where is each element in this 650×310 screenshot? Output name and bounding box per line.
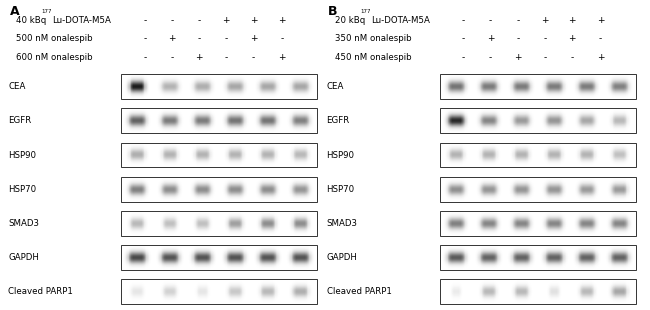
Bar — [121, 108, 317, 133]
Text: -: - — [144, 34, 147, 43]
Bar — [121, 211, 317, 236]
Text: CEA: CEA — [326, 82, 344, 91]
Text: -: - — [170, 53, 174, 62]
Text: 177: 177 — [42, 9, 52, 14]
Text: 450 nM onalespib: 450 nM onalespib — [335, 53, 411, 62]
Text: A: A — [10, 5, 20, 18]
Text: 20 kBq: 20 kBq — [335, 16, 367, 25]
Text: -: - — [198, 34, 201, 43]
Bar — [439, 245, 636, 270]
Text: -: - — [516, 16, 519, 25]
Text: +: + — [278, 16, 286, 25]
Text: 500 nM onalespib: 500 nM onalespib — [16, 34, 93, 43]
Text: +: + — [250, 34, 257, 43]
Text: EGFR: EGFR — [326, 116, 350, 126]
Bar — [439, 74, 636, 99]
Bar — [121, 143, 317, 167]
Text: -: - — [570, 53, 573, 62]
Bar — [121, 74, 317, 99]
Text: -: - — [599, 34, 602, 43]
Text: HSP70: HSP70 — [326, 184, 355, 194]
Text: -: - — [489, 16, 492, 25]
Text: +: + — [568, 16, 576, 25]
Text: +: + — [278, 53, 286, 62]
Bar — [121, 108, 317, 133]
Text: -: - — [462, 34, 465, 43]
Bar — [439, 108, 636, 133]
Text: -: - — [543, 53, 547, 62]
Text: HSP70: HSP70 — [8, 184, 36, 194]
Text: HSP90: HSP90 — [326, 150, 355, 160]
Bar — [439, 143, 636, 167]
Text: +: + — [222, 16, 230, 25]
Text: +: + — [514, 53, 521, 62]
Text: -: - — [198, 16, 201, 25]
Text: -: - — [462, 53, 465, 62]
Text: Cleaved PARP1: Cleaved PARP1 — [326, 287, 391, 296]
Bar — [439, 74, 636, 99]
Text: -: - — [170, 16, 174, 25]
Text: -: - — [144, 53, 147, 62]
Text: +: + — [168, 34, 176, 43]
Text: +: + — [597, 16, 604, 25]
Text: -: - — [489, 53, 492, 62]
Bar — [121, 279, 317, 304]
Text: 177: 177 — [360, 9, 370, 14]
Text: +: + — [250, 16, 257, 25]
Bar — [439, 279, 636, 304]
Text: HSP90: HSP90 — [8, 150, 36, 160]
Text: -: - — [225, 34, 228, 43]
Text: SMAD3: SMAD3 — [326, 219, 358, 228]
Text: B: B — [328, 5, 338, 18]
Bar — [439, 211, 636, 236]
Bar — [439, 211, 636, 236]
Text: +: + — [541, 16, 549, 25]
Bar — [121, 279, 317, 304]
Text: -: - — [280, 34, 283, 43]
Text: +: + — [196, 53, 203, 62]
Text: -: - — [252, 53, 255, 62]
Bar — [439, 279, 636, 304]
Text: +: + — [597, 53, 604, 62]
Text: EGFR: EGFR — [8, 116, 31, 126]
Bar — [439, 177, 636, 202]
Text: GAPDH: GAPDH — [8, 253, 39, 262]
Text: CEA: CEA — [8, 82, 25, 91]
Bar — [121, 143, 317, 167]
Text: 600 nM onalespib: 600 nM onalespib — [16, 53, 93, 62]
Text: -: - — [462, 16, 465, 25]
Bar — [439, 143, 636, 167]
Bar — [121, 177, 317, 202]
Text: SMAD3: SMAD3 — [8, 219, 39, 228]
Text: +: + — [568, 34, 576, 43]
Text: GAPDH: GAPDH — [326, 253, 358, 262]
Bar — [439, 177, 636, 202]
Text: -: - — [543, 34, 547, 43]
Text: Lu-DOTA-M5A: Lu-DOTA-M5A — [370, 16, 430, 25]
Bar — [121, 211, 317, 236]
Text: -: - — [144, 16, 147, 25]
Bar — [121, 74, 317, 99]
Bar — [439, 245, 636, 270]
Text: Lu-DOTA-M5A: Lu-DOTA-M5A — [52, 16, 111, 25]
Text: 350 nM onalespib: 350 nM onalespib — [335, 34, 411, 43]
Text: 40 kBq: 40 kBq — [16, 16, 49, 25]
Bar — [121, 245, 317, 270]
Text: +: + — [487, 34, 495, 43]
Bar — [439, 108, 636, 133]
Bar — [121, 177, 317, 202]
Bar — [121, 245, 317, 270]
Text: Cleaved PARP1: Cleaved PARP1 — [8, 287, 73, 296]
Text: -: - — [516, 34, 519, 43]
Text: -: - — [225, 53, 228, 62]
